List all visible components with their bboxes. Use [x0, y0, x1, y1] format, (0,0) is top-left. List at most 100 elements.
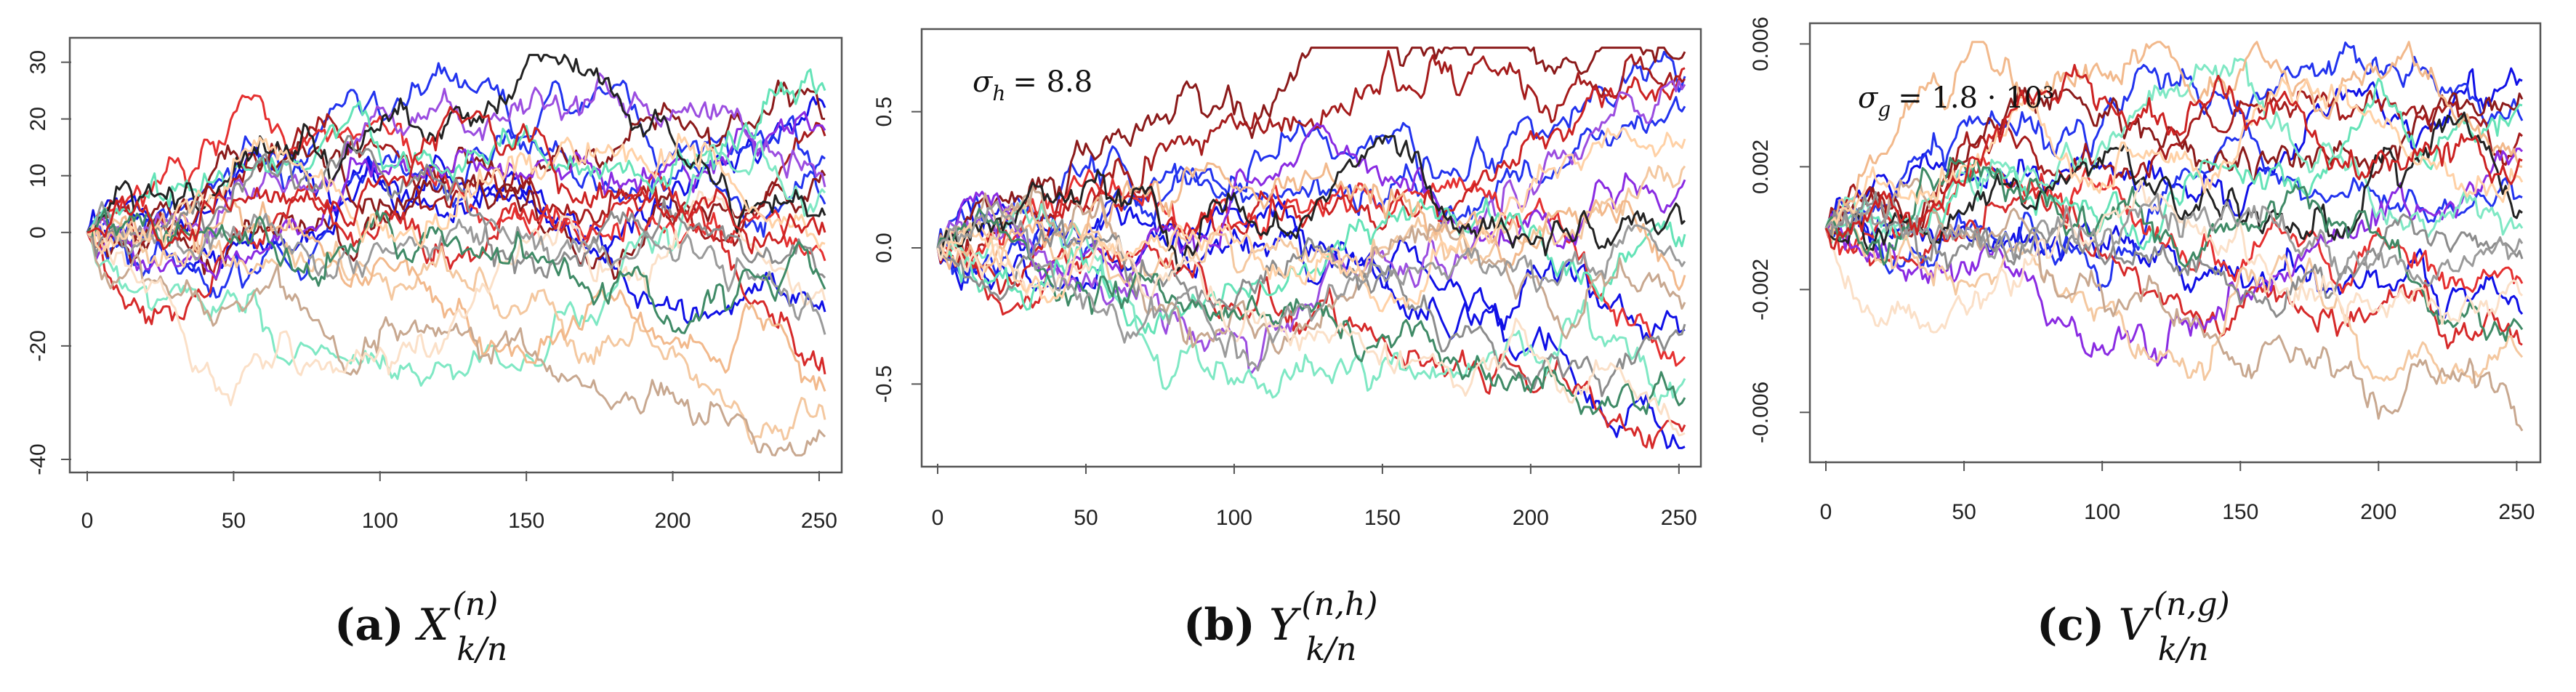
- y-tick-label-b-0: -0.5: [872, 365, 896, 403]
- caption-a-var: X: [415, 600, 451, 651]
- y-tick-label-c-1: -0.002: [1749, 259, 1773, 321]
- series-line-b-11: [936, 197, 1686, 335]
- series-line-b-13: [936, 165, 1686, 289]
- y-tick-label-c-3: 0.006: [1749, 17, 1773, 71]
- caption-c: (c) V (n,g) k/n: [2037, 586, 2234, 668]
- series-line-c-11: [1824, 212, 2524, 385]
- x-tick-label-c-2: 100: [2084, 500, 2120, 524]
- annotation-b-value: = 8.8: [1013, 65, 1092, 99]
- annotation-b: σh = 8.8: [973, 65, 1092, 105]
- caption-c-sup: (n,g): [2154, 586, 2230, 623]
- axes-layer-a: 0 50 100 150 200 250 -40 -20 0 10 20 30: [26, 50, 837, 533]
- x-tick-label-b-5: 250: [1661, 506, 1697, 530]
- x-tick-label-a-3: 150: [508, 509, 544, 533]
- series-line-b-8: [936, 67, 1686, 295]
- series-line-a-13: [86, 218, 826, 445]
- caption-a-label: (a): [334, 600, 404, 651]
- series-line-a-18: [86, 134, 826, 279]
- series-line-c-18: [1824, 76, 2524, 229]
- series-line-a-22: [86, 105, 826, 254]
- caption-a-sub: k/n: [456, 631, 507, 668]
- series-line-c-13: [1824, 177, 2524, 432]
- y-tick-label-a-1: -20: [26, 330, 50, 361]
- annotation-c: σg = 1.8 · 10³: [1858, 81, 2054, 121]
- series-layer-b: [936, 47, 1686, 449]
- series-line-c-12: [1824, 41, 2523, 242]
- y-tick-label-b-2: 0.5: [872, 97, 896, 127]
- series-line-b-14: [936, 161, 1686, 291]
- caption-a: (a) X (n) k/n: [334, 586, 507, 668]
- y-tick-label-a-4: 20: [26, 107, 50, 131]
- series-line-b-15: [936, 185, 1686, 355]
- series-line-a-21: [86, 132, 826, 255]
- series-line-a-20: [86, 208, 826, 334]
- series-layer-a: [86, 54, 826, 456]
- series-line-a-15: [86, 231, 826, 456]
- series-line-b-21: [936, 200, 1686, 371]
- series-line-a-5: [86, 113, 826, 247]
- caption-b-label: (b): [1183, 600, 1255, 651]
- y-tick-label-a-3: 10: [26, 164, 50, 188]
- series-line-c-19: [1824, 193, 2524, 287]
- y-tick-label-a-0: -40: [26, 443, 50, 475]
- series-line-c-1: [1825, 41, 2524, 238]
- series-line-b-16: [936, 134, 1686, 272]
- x-tick-label-c-4: 200: [2360, 500, 2396, 524]
- series-line-b-20: [936, 126, 1686, 313]
- caption-b-sup: (n,h): [1302, 586, 1378, 623]
- x-tick-label-a-2: 100: [362, 509, 398, 533]
- axes-layer-c: 0 50 100 150 200 250 -0.006 -0.002 0.002 0.006: [1749, 17, 2535, 524]
- series-layer-c: [1824, 41, 2524, 432]
- x-tick-label-c-3: 150: [2222, 500, 2258, 524]
- x-tick-label-a-0: 0: [81, 509, 94, 533]
- caption-c-var: V: [2118, 600, 2154, 651]
- x-tick-label-b-0: 0: [932, 506, 944, 530]
- caption-b-var: Y: [1269, 600, 1302, 651]
- panel-b: 0 50 100 150 200 250 -0.5 0.0 0.5 σh = 8.8 (b) Y …: [872, 28, 1702, 668]
- annotation-c-sub: g: [1877, 97, 1891, 121]
- x-tick-label-b-2: 100: [1216, 506, 1252, 530]
- y-tick-label-a-2: 0: [26, 226, 50, 238]
- series-line-a-16: [86, 190, 826, 406]
- caption-b: (b) Y (n,h) k/n: [1183, 586, 1382, 668]
- series-line-c-17: [1824, 180, 2524, 334]
- plot-frame-a: [68, 36, 843, 474]
- series-line-b-0: [936, 198, 1686, 449]
- x-tick-label-b-3: 150: [1364, 506, 1401, 530]
- x-tick-label-a-4: 200: [655, 509, 691, 533]
- y-tick-label-b-1: 0.0: [872, 233, 896, 263]
- annotation-b-sub: h: [992, 81, 1005, 105]
- series-line-b-17: [937, 218, 1686, 398]
- x-tick-label-c-0: 0: [1820, 500, 1832, 524]
- series-line-c-14: [1824, 111, 2523, 252]
- x-tick-label-b-1: 50: [1074, 506, 1098, 530]
- x-tick-label-c-1: 50: [1952, 500, 1976, 524]
- panel-c: 0 50 100 150 200 250 -0.006 -0.002 0.002 0.006 σg…: [1749, 17, 2542, 668]
- caption-c-sub: k/n: [2158, 631, 2209, 668]
- series-line-c-15: [1825, 191, 2524, 318]
- axes-layer-b: 0 50 100 150 200 250 -0.5 0.0 0.5: [872, 97, 1697, 530]
- caption-a-sup: (n): [453, 586, 499, 623]
- series-line-c-20: [1824, 63, 2523, 250]
- series-line-b-10: [937, 80, 1686, 374]
- annotation-b-symbol: σ: [973, 65, 994, 99]
- series-line-b-12: [936, 201, 1686, 407]
- x-tick-label-b-4: 200: [1513, 506, 1549, 530]
- y-tick-label-a-5: 30: [26, 50, 50, 74]
- annotation-c-value: = 1.8 · 10³: [1898, 81, 2054, 115]
- caption-c-label: (c): [2037, 600, 2104, 651]
- series-line-c-5: [1824, 89, 2524, 238]
- series-line-b-18: [936, 207, 1686, 415]
- series-line-c-10: [1824, 57, 2524, 243]
- x-tick-label-a-5: 250: [801, 509, 837, 533]
- series-line-a-19: [86, 201, 826, 335]
- y-tick-label-c-2: 0.002: [1749, 140, 1773, 194]
- caption-b-sub: k/n: [1306, 631, 1357, 668]
- series-line-b-7: [936, 169, 1686, 367]
- y-tick-label-c-0: -0.006: [1749, 382, 1773, 443]
- panel-a: 0 50 100 150 200 250 -40 -20 0 10 20 30 (a) X (n) k…: [26, 36, 843, 668]
- x-tick-label-c-5: 250: [2498, 500, 2535, 524]
- annotation-c-symbol: σ: [1858, 81, 1879, 115]
- series-line-a-7: [86, 171, 826, 375]
